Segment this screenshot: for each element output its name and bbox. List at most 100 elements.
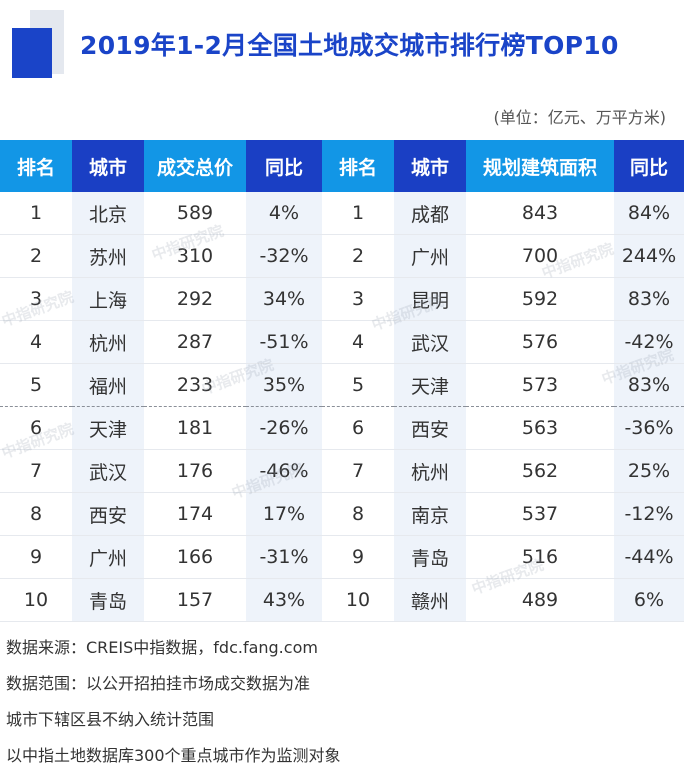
- cell-rank-left: 4: [0, 320, 72, 364]
- notes: 数据来源：CREIS中指数据，fdc.fang.com 数据范围：以公开招拍挂市…: [6, 630, 676, 774]
- header-rank-left: 排名: [0, 140, 72, 192]
- cell-planned-area: 700: [466, 234, 614, 278]
- note-scope: 数据范围：以公开招拍挂市场成交数据为准: [6, 674, 311, 693]
- cell-city-left: 上海: [72, 277, 144, 321]
- cell-city-right: 天津: [394, 363, 466, 407]
- cell-planned-area: 489: [466, 578, 614, 622]
- cell-rank-left: 5: [0, 363, 72, 407]
- cell-city-right: 青岛: [394, 535, 466, 579]
- cell-rank-left: 10: [0, 578, 72, 622]
- cell-total-price: 176: [144, 449, 246, 493]
- table-header-row: 排名 城市 成交总价 同比 排名 城市 规划建筑面积 同比: [0, 140, 684, 192]
- cell-rank-right: 4: [322, 320, 394, 364]
- note-source: 数据来源：CREIS中指数据，fdc.fang.com: [6, 638, 318, 657]
- cell-yoy-left: 4%: [246, 192, 322, 235]
- cell-city-left: 天津: [72, 406, 144, 450]
- cell-yoy-left: -26%: [246, 406, 322, 450]
- cell-planned-area: 516: [466, 535, 614, 579]
- table-row: 4 杭州 287 -51% 4 武汉 576 -42%: [0, 320, 684, 364]
- cell-city-left: 广州: [72, 535, 144, 579]
- cell-total-price: 310: [144, 234, 246, 278]
- header-total-price: 成交总价: [144, 140, 246, 192]
- cell-yoy-left: 17%: [246, 492, 322, 536]
- cell-yoy-left: -51%: [246, 320, 322, 364]
- title-decor-square: [12, 28, 52, 78]
- cell-planned-area: 537: [466, 492, 614, 536]
- cell-yoy-left: -31%: [246, 535, 322, 579]
- cell-rank-right: 8: [322, 492, 394, 536]
- cell-city-right: 杭州: [394, 449, 466, 493]
- cell-rank-right: 9: [322, 535, 394, 579]
- page-title: 2019年1-2月全国土地成交城市排行榜TOP10: [80, 31, 619, 60]
- table-row: 5 福州 233 35% 5 天津 573 83%: [0, 363, 684, 407]
- cell-rank-left: 8: [0, 492, 72, 536]
- cell-yoy-left: 43%: [246, 578, 322, 622]
- cell-total-price: 181: [144, 406, 246, 450]
- note-exclusion: 城市下辖区县不纳入统计范围: [6, 710, 215, 729]
- cell-planned-area: 576: [466, 320, 614, 364]
- cell-yoy-right: 84%: [614, 192, 684, 235]
- cell-yoy-left: -32%: [246, 234, 322, 278]
- header-yoy-right: 同比: [614, 140, 684, 192]
- cell-total-price: 287: [144, 320, 246, 364]
- cell-city-right: 西安: [394, 406, 466, 450]
- cell-city-right: 昆明: [394, 277, 466, 321]
- header-city-right: 城市: [394, 140, 466, 192]
- header-city-left: 城市: [72, 140, 144, 192]
- cell-planned-area: 592: [466, 277, 614, 321]
- cell-yoy-right: 244%: [614, 234, 684, 278]
- unit-note: (单位：亿元、万平方米): [493, 108, 667, 127]
- cell-city-right: 赣州: [394, 578, 466, 622]
- table-row: 1 北京 589 4% 1 成都 843 84%: [0, 192, 684, 235]
- cell-city-left: 福州: [72, 363, 144, 407]
- cell-rank-left: 3: [0, 277, 72, 321]
- ranking-table: 排名 城市 成交总价 同比 排名 城市 规划建筑面积 同比 1 北京 589 4% 1 成…: [0, 140, 684, 622]
- cell-rank-right: 3: [322, 277, 394, 321]
- cell-rank-left: 9: [0, 535, 72, 579]
- cell-city-right: 南京: [394, 492, 466, 536]
- cell-yoy-right: 83%: [614, 277, 684, 321]
- cell-city-left: 武汉: [72, 449, 144, 493]
- title-bar: 2019年1-2月全国土地成交城市排行榜TOP10: [0, 0, 684, 96]
- cell-total-price: 589: [144, 192, 246, 235]
- cell-rank-right: 5: [322, 363, 394, 407]
- header-yoy-left: 同比: [246, 140, 322, 192]
- header-planned-area: 规划建筑面积: [466, 140, 614, 192]
- cell-city-right: 成都: [394, 192, 466, 235]
- cell-city-left: 青岛: [72, 578, 144, 622]
- cell-yoy-right: -44%: [614, 535, 684, 579]
- table-row: 9 广州 166 -31% 9 青岛 516 -44%: [0, 535, 684, 579]
- cell-city-left: 西安: [72, 492, 144, 536]
- cell-yoy-left: -46%: [246, 449, 322, 493]
- cell-yoy-right: -36%: [614, 406, 684, 450]
- cell-total-price: 166: [144, 535, 246, 579]
- cell-total-price: 174: [144, 492, 246, 536]
- table-row: 7 武汉 176 -46% 7 杭州 562 25%: [0, 449, 684, 493]
- cell-yoy-right: 6%: [614, 578, 684, 622]
- table-row: 8 西安 174 17% 8 南京 537 -12%: [0, 492, 684, 536]
- cell-city-left: 北京: [72, 192, 144, 235]
- table-row: 3 上海 292 34% 3 昆明 592 83%: [0, 277, 684, 321]
- table-row: 2 苏州 310 -32% 2 广州 700 244%: [0, 234, 684, 278]
- cell-planned-area: 843: [466, 192, 614, 235]
- cell-total-price: 157: [144, 578, 246, 622]
- cell-yoy-left: 35%: [246, 363, 322, 407]
- header-rank-right: 排名: [322, 140, 394, 192]
- cell-planned-area: 562: [466, 449, 614, 493]
- cell-yoy-right: -12%: [614, 492, 684, 536]
- cell-city-right: 广州: [394, 234, 466, 278]
- cell-city-left: 杭州: [72, 320, 144, 364]
- cell-yoy-right: 83%: [614, 363, 684, 407]
- cell-total-price: 233: [144, 363, 246, 407]
- cell-yoy-left: 34%: [246, 277, 322, 321]
- cell-rank-left: 6: [0, 406, 72, 450]
- cell-rank-right: 7: [322, 449, 394, 493]
- cell-city-right: 武汉: [394, 320, 466, 364]
- table-row: 6 天津 181 -26% 6 西安 563 -36%: [0, 406, 684, 450]
- cell-city-left: 苏州: [72, 234, 144, 278]
- cell-rank-right: 10: [322, 578, 394, 622]
- cell-rank-left: 7: [0, 449, 72, 493]
- cell-planned-area: 563: [466, 406, 614, 450]
- cell-rank-right: 6: [322, 406, 394, 450]
- cell-rank-left: 2: [0, 234, 72, 278]
